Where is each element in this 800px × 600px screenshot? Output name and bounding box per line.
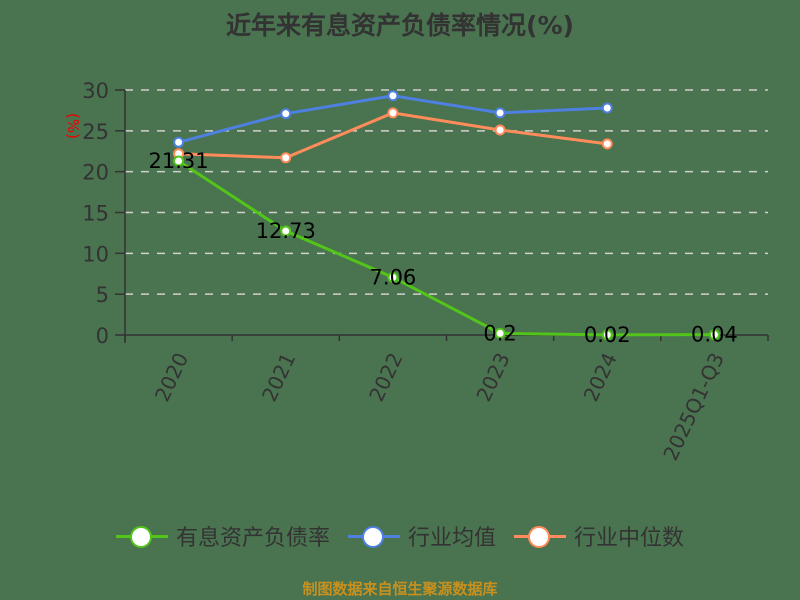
data-point xyxy=(173,136,185,148)
y-tick-label: 25 xyxy=(82,120,109,144)
data-label: 0.02 xyxy=(584,323,631,347)
x-tick-label: 2025Q1-Q3 xyxy=(658,349,729,464)
x-tick-label: 2022 xyxy=(364,349,407,405)
data-point xyxy=(601,102,613,114)
y-tick-label: 5 xyxy=(96,283,109,307)
data-point xyxy=(387,90,399,102)
legend-label: 有息资产负债率 xyxy=(175,526,330,551)
data-point xyxy=(494,107,506,119)
x-tick-label: 2023 xyxy=(471,349,514,405)
chart-title: 近年来有息资产负债率情况(%) xyxy=(226,11,574,40)
data-point xyxy=(387,107,399,119)
data-label: 0.04 xyxy=(691,323,738,347)
data-point xyxy=(494,124,506,136)
data-source-note: 制图数据来自恒生聚源数据库 xyxy=(302,580,498,598)
legend: 有息资产负债率 行业均值 行业中位数 xyxy=(0,520,800,552)
legend-marker-icon xyxy=(115,524,168,548)
data-point xyxy=(494,327,506,339)
data-point xyxy=(601,329,613,341)
series-line xyxy=(178,111,608,160)
data-point xyxy=(708,329,720,341)
x-tick-label: 2021 xyxy=(257,349,300,405)
legend-label: 行业均值 xyxy=(407,526,496,551)
data-point xyxy=(280,108,292,120)
x-tick-label: 2020 xyxy=(150,349,193,405)
y-tick-label: 30 xyxy=(82,79,109,103)
legend-label: 行业中位数 xyxy=(574,526,685,551)
data-point xyxy=(173,155,185,167)
legend-marker-icon xyxy=(514,524,566,548)
x-tick-label: 2024 xyxy=(579,349,622,405)
y-axis-label: (%) xyxy=(64,113,82,139)
series-line xyxy=(177,159,715,337)
data-point xyxy=(601,138,613,150)
data-point xyxy=(280,152,292,164)
y-tick-label: 10 xyxy=(82,242,109,266)
data-point xyxy=(280,225,292,237)
data-label: 7.06 xyxy=(370,265,417,289)
data-label: 21.31 xyxy=(149,149,209,173)
y-tick-label: 20 xyxy=(82,161,109,185)
data-label: 0.2 xyxy=(483,321,516,345)
data-point xyxy=(387,271,399,283)
legend-item-ratio[interactable]: 有息资产负债率 xyxy=(115,520,330,552)
data-label: 12.73 xyxy=(256,219,316,243)
legend-marker-icon xyxy=(347,524,400,548)
y-tick-label: 0 xyxy=(96,324,109,348)
legend-item-industry-mean[interactable]: 行业均值 xyxy=(347,520,496,552)
y-tick-label: 15 xyxy=(82,202,109,226)
legend-item-industry-median[interactable]: 行业中位数 xyxy=(514,520,684,552)
